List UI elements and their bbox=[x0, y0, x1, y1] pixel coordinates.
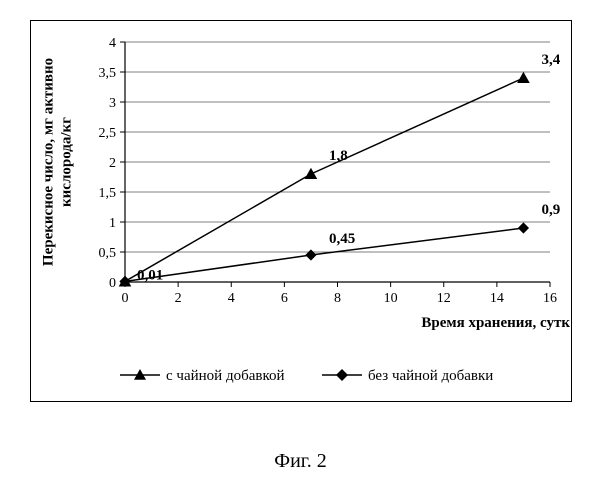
triangle-marker bbox=[517, 72, 530, 83]
x-tick: 10 bbox=[384, 291, 398, 306]
x-axis-label: Время хранения, сутки bbox=[421, 315, 570, 331]
y-tick: 1,5 bbox=[99, 186, 117, 201]
x-tick: 4 bbox=[228, 291, 235, 306]
legend-label: без чайной добавки bbox=[368, 368, 493, 384]
diamond-marker bbox=[518, 222, 529, 233]
value-label: 1,8 bbox=[329, 148, 348, 164]
chart-container: 0 0,5 1 1,5 2 2,5 3 3,5 4 0 2 4 6 8 10 12 14 16 Перекисное… bbox=[0, 0, 601, 500]
value-label: 0,01 bbox=[137, 267, 163, 283]
x-tick: 6 bbox=[281, 291, 288, 306]
y-tick: 3 bbox=[109, 96, 116, 111]
x-tick: 14 bbox=[490, 291, 504, 306]
x-tick: 12 bbox=[437, 291, 451, 306]
chart-svg: 0 0,5 1 1,5 2 2,5 3 3,5 4 0 2 4 6 8 10 12 14 16 Перекисное… bbox=[30, 20, 570, 400]
value-label: 3,4 bbox=[541, 52, 560, 68]
diamond-marker bbox=[336, 369, 348, 381]
y-tick: 2,5 bbox=[99, 126, 117, 141]
x-tick: 2 bbox=[175, 291, 182, 306]
y-tick: 4 bbox=[109, 36, 116, 51]
y-tick: 2 bbox=[109, 156, 116, 171]
value-label: 0,45 bbox=[329, 231, 355, 247]
x-tick: 0 bbox=[122, 291, 129, 306]
y-tick: 0 bbox=[109, 276, 116, 291]
figure-caption: Фиг. 2 bbox=[0, 450, 601, 473]
triangle-marker bbox=[305, 168, 318, 179]
value-label: 0,9 bbox=[541, 202, 560, 218]
y-tick: 1 bbox=[109, 216, 116, 231]
series-line bbox=[125, 228, 523, 281]
legend-label: с чайной добавкой bbox=[166, 368, 285, 384]
y-tick: 3,5 bbox=[99, 66, 117, 81]
x-tick: 8 bbox=[334, 291, 341, 306]
series-line bbox=[125, 78, 523, 281]
diamond-marker bbox=[305, 249, 316, 260]
y-axis-label: Перекисное число, мг активнокислорода/кг bbox=[41, 58, 75, 266]
y-tick: 0,5 bbox=[99, 246, 117, 261]
x-tick: 16 bbox=[543, 291, 557, 306]
